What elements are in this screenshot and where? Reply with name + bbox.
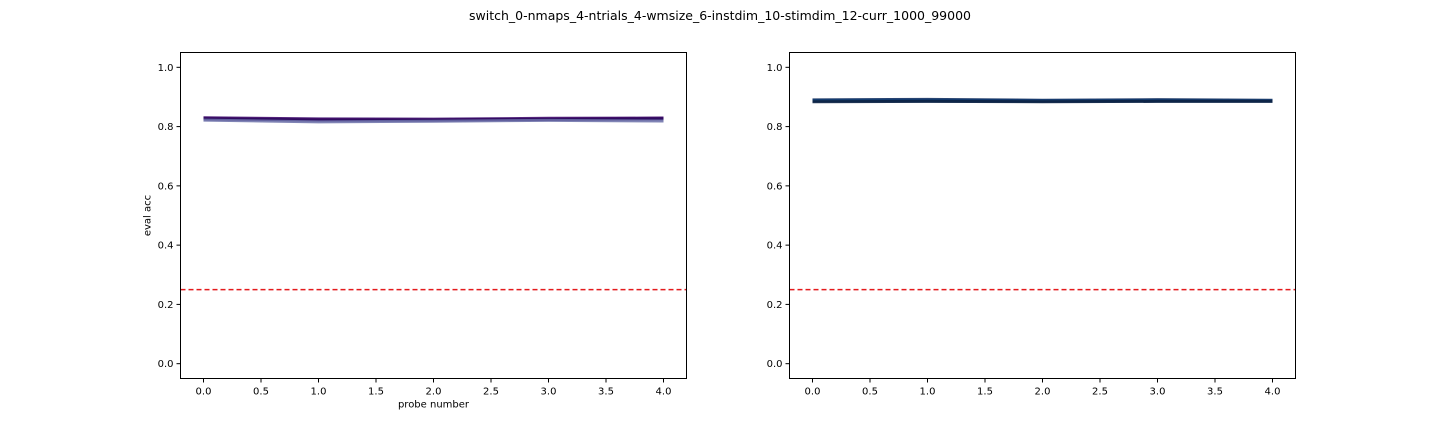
x-axis-label: probe number [398,400,470,411]
y-tick-label: 0.6 [767,181,783,192]
chart-panel-2: 0.0 0.5 1.0 1.5 2.0 2.5 3.0 3.5 4.0 0.0 0.2 0.4 0.6 0… [767,52,1296,398]
x-tick-label: 1.0 [311,387,327,398]
chart-panel-1: 0.0 0.5 1.0 1.5 2.0 2.5 3.0 3.5 4.0 0.0 0.2 0.4 0.6 0… [143,52,687,411]
x-tick-label: 2.5 [1092,387,1108,398]
x-tick-label: 2.0 [426,387,442,398]
x-tick-label: 3.0 [1150,387,1166,398]
x-tick-label: 0.0 [196,387,212,398]
y-tick-label: 0.8 [158,122,174,133]
x-tick-label: 4.0 [656,387,672,398]
x-tick-label: 0.5 [862,387,878,398]
y-tick-label: 0.8 [767,122,783,133]
x-tick-label: 4.0 [1265,387,1281,398]
axes-frame [180,52,687,379]
y-tick-label: 0.6 [158,181,174,192]
figure-title: switch_0-nmaps_4-ntrials_4-wmsize_6-inst… [469,8,971,23]
x-tick-label: 1.0 [920,387,936,398]
x-tick-label: 2.0 [1035,387,1051,398]
y-tick-label: 0.2 [767,300,783,311]
x-tick-label: 3.0 [541,387,557,398]
x-tick-label: 3.5 [1207,387,1223,398]
y-tick-label: 1.0 [158,63,174,74]
series-line-4 [203,118,664,124]
x-tick-label: 2.5 [483,387,499,398]
x-tick-label: 1.5 [368,387,384,398]
y-tick-label: 0.2 [158,300,174,311]
y-axis-label: eval acc [143,195,154,236]
y-tick-label: 1.0 [767,63,783,74]
y-tick-label: 0.4 [767,241,783,252]
x-tick-label: 1.5 [977,387,993,398]
y-tick-label: 0.4 [158,241,174,252]
y-tick-label: 0.0 [767,359,783,370]
y-tick-label: 0.0 [158,359,174,370]
x-tick-label: 3.5 [598,387,614,398]
x-tick-label: 0.5 [253,387,269,398]
x-tick-label: 0.0 [805,387,821,398]
